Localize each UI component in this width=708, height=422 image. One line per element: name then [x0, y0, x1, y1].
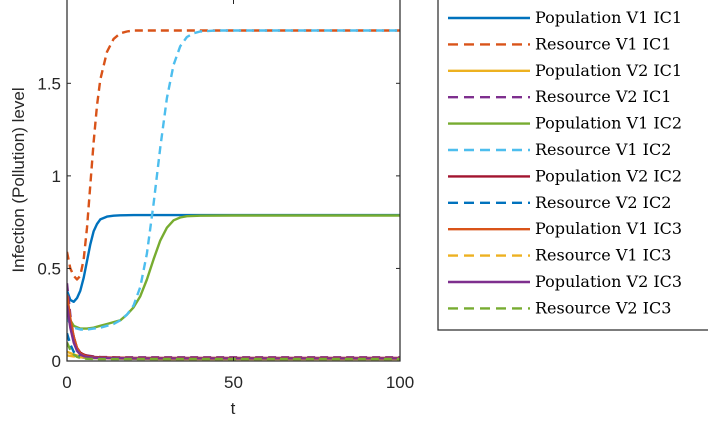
x-tick-label: 0	[62, 373, 71, 392]
legend-label: Resource V1 IC2	[535, 140, 671, 159]
legend-label: Resource V1 IC3	[535, 246, 671, 265]
legend-label: Population V1 IC2	[535, 114, 682, 133]
legend-entry: Resource V1 IC2	[448, 140, 671, 159]
y-tick-label: 1	[52, 167, 61, 186]
legend-entry: Resource V1 IC1	[448, 34, 671, 53]
legend-entry: Population V2 IC3	[448, 272, 682, 291]
legend-entry: Population V1 IC2	[448, 114, 682, 133]
legend-label: Population V2 IC1	[535, 61, 682, 80]
y-tick-label: 0.5	[37, 259, 61, 278]
legend-label: Population V1 IC3	[535, 219, 682, 238]
legend-entry: Population V2 IC1	[448, 61, 682, 80]
x-axis-title: t	[231, 399, 236, 418]
x-tick-label: 50	[224, 373, 243, 392]
legend-entry: Resource V2 IC3	[448, 298, 671, 317]
legend-box	[437, 0, 708, 331]
legend-label: Resource V2 IC1	[535, 87, 671, 106]
legend-label: Resource V2 IC3	[535, 298, 671, 317]
y-tick-label: 1.5	[37, 74, 61, 93]
series-line-population-v2-ic3	[67, 305, 400, 360]
legend-entry: Population V2 IC2	[448, 166, 682, 185]
y-tick-label: 0	[52, 352, 61, 371]
legend-label: Population V2 IC3	[535, 272, 682, 291]
legend-entry: Population V1 IC1	[448, 8, 682, 27]
legend-label: Resource V1 IC1	[535, 34, 671, 53]
legend-entry: Resource V1 IC3	[448, 246, 671, 265]
x-tick-label: 100	[386, 373, 414, 392]
legend-entry: Resource V2 IC2	[448, 193, 671, 212]
series-line-resource-v2-ic3	[67, 342, 400, 361]
series-line-resource-v1-ic1	[67, 29, 400, 281]
legend-label: Population V2 IC2	[535, 166, 682, 185]
legend-entry: Resource V2 IC1	[448, 87, 671, 106]
y-axis-title: Infection (Pollution) level	[9, 87, 28, 272]
series-layer	[67, 29, 400, 361]
legend-entry: Population V1 IC3	[448, 219, 682, 238]
legend: Population V1 IC1 Resource V1 IC1 Populati…	[437, 0, 708, 331]
ticks-layer: 0 50 100 0 0.5 1 1.5	[37, 0, 414, 392]
series-line-population-v1-ic1	[67, 213, 400, 303]
legend-label: Population V1 IC1	[535, 8, 682, 27]
legend-label: Resource V2 IC2	[535, 193, 671, 212]
